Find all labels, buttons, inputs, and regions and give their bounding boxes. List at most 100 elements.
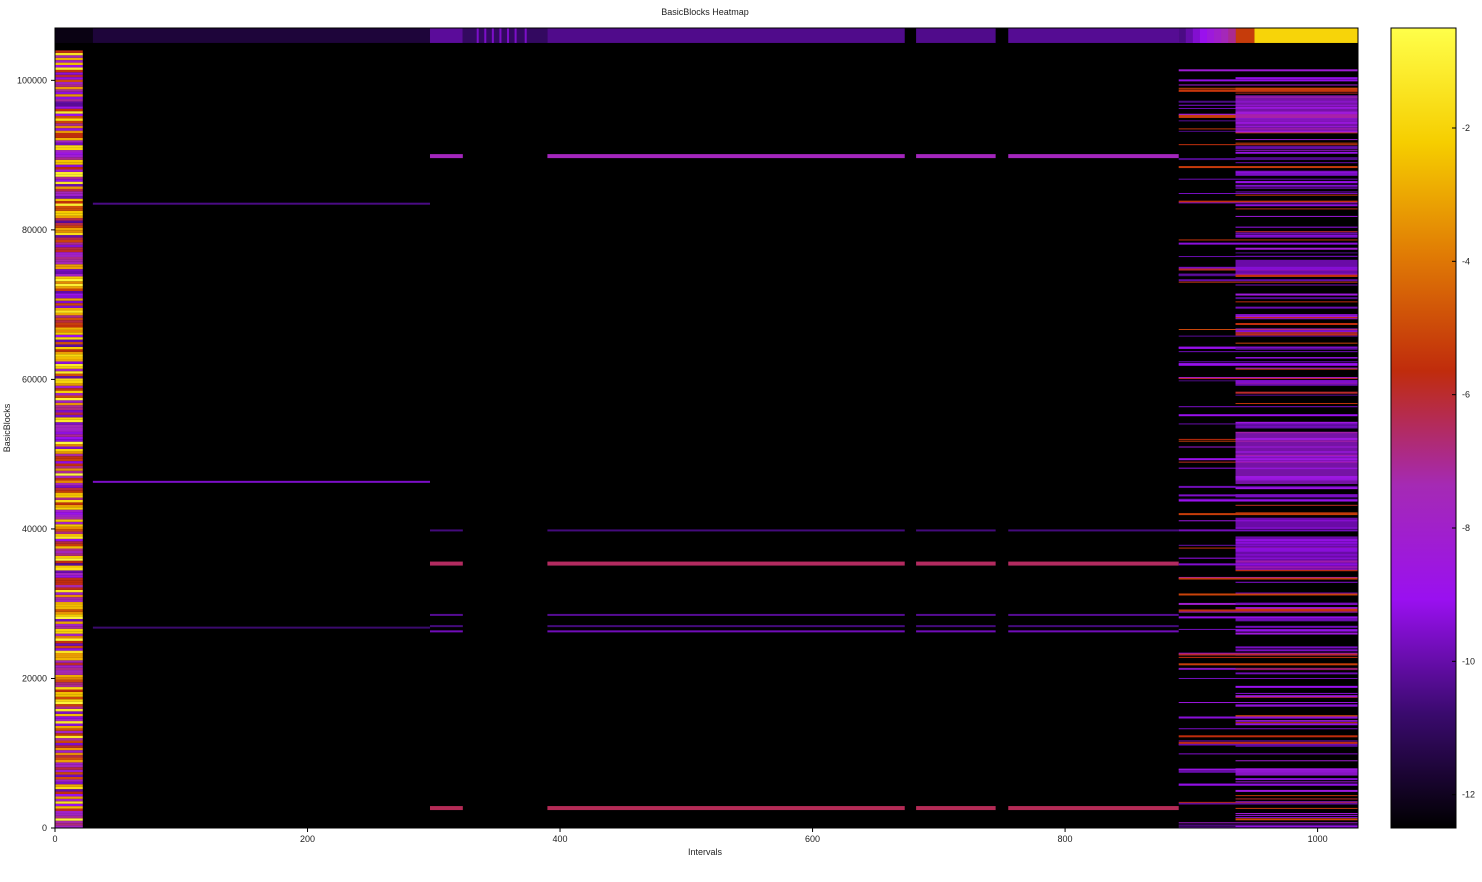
phase-strip-gradient-6	[1221, 28, 1229, 43]
dense-row	[1178, 494, 1358, 497]
dense-row	[1235, 619, 1358, 622]
dense-row	[1178, 414, 1358, 417]
band-5	[547, 561, 905, 566]
dense-row	[1178, 668, 1358, 670]
first-column-row	[55, 818, 83, 821]
first-column-row	[55, 762, 83, 765]
dense-row	[1235, 174, 1358, 176]
first-column-row	[55, 526, 83, 530]
first-column-row	[55, 125, 83, 129]
dense-row	[1178, 801, 1358, 803]
first-column-row	[55, 380, 83, 384]
sparse-tick-2	[491, 28, 494, 43]
first-column-row	[55, 385, 83, 389]
dense-row	[1178, 361, 1358, 363]
first-column-row	[55, 339, 83, 343]
first-column-row	[55, 735, 83, 739]
first-column-row	[55, 351, 83, 355]
first-column-row	[55, 188, 83, 192]
first-column-row	[55, 181, 83, 185]
first-column-row	[55, 638, 83, 641]
first-column-row	[55, 395, 83, 398]
dense-row	[1178, 577, 1358, 580]
first-column-row	[55, 791, 83, 794]
first-column-row	[55, 359, 83, 362]
first-column-row	[55, 640, 83, 644]
first-column-row	[55, 801, 83, 804]
band-7	[429, 625, 463, 628]
chart-title: BasicBlocks Heatmap	[661, 7, 749, 17]
first-column-row	[55, 536, 83, 539]
dense-row	[1235, 486, 1358, 488]
dense-row	[1235, 618, 1358, 620]
first-column-row	[55, 655, 83, 658]
dense-row	[1235, 274, 1358, 277]
first-column-row	[55, 738, 83, 741]
dense-row	[1235, 778, 1358, 781]
phase-strip-cell-6	[1008, 28, 1179, 43]
dense-row	[1235, 208, 1358, 210]
first-column-row	[55, 305, 83, 308]
first-column-row	[55, 308, 83, 311]
first-column-row	[55, 184, 83, 187]
first-column-row	[55, 492, 83, 496]
first-column-row	[55, 587, 83, 590]
first-column-row	[55, 682, 83, 685]
first-column-row	[55, 278, 83, 282]
first-column-row	[55, 764, 83, 768]
first-column-row	[55, 558, 83, 561]
x-tick-label: 200	[300, 834, 315, 844]
dense-row	[1178, 279, 1358, 282]
first-column-row	[55, 704, 83, 707]
first-column-row	[55, 786, 83, 790]
first-column-row	[55, 441, 83, 445]
first-column-row	[55, 249, 83, 253]
first-column-row	[55, 645, 83, 649]
first-column-row	[55, 755, 83, 758]
dense-row	[1235, 184, 1358, 187]
first-column-row	[55, 205, 83, 209]
dense-row	[1235, 293, 1358, 296]
dense-row	[1235, 367, 1358, 370]
dense-row	[1235, 512, 1358, 514]
first-column-row	[55, 329, 83, 333]
first-column-row	[55, 303, 83, 306]
first-column-row	[55, 621, 83, 624]
dense-row	[1235, 692, 1358, 694]
dense-row	[1178, 728, 1358, 730]
dense-row	[1235, 328, 1358, 330]
x-axis-label: Intervals	[688, 847, 723, 857]
phase-strip-cell-2	[429, 28, 463, 43]
first-column-row	[55, 259, 83, 262]
first-column-row	[55, 137, 83, 141]
dense-row	[1178, 611, 1358, 613]
first-column-row	[55, 674, 83, 678]
first-column-row	[55, 810, 83, 814]
band-1	[92, 480, 430, 483]
first-column-row	[55, 256, 83, 260]
first-column-row	[55, 689, 83, 692]
sparse-tick-6	[524, 28, 527, 43]
first-column-row	[55, 512, 83, 515]
band-9	[547, 806, 905, 811]
dense-row	[1235, 795, 1358, 797]
dense-row	[1235, 798, 1358, 800]
dense-row	[1178, 423, 1358, 425]
first-column-row	[55, 62, 83, 66]
first-column-row	[55, 456, 83, 459]
first-column-row	[55, 446, 83, 449]
dense-row	[1178, 499, 1358, 502]
first-column-row	[55, 699, 83, 702]
first-column-row	[55, 650, 83, 654]
dense-row	[1235, 380, 1358, 383]
band-4	[1008, 529, 1179, 532]
dense-row	[1235, 315, 1358, 318]
first-column-row	[55, 716, 83, 719]
dense-row	[1178, 663, 1358, 666]
dense-row	[1178, 824, 1358, 826]
dense-row	[1178, 702, 1358, 704]
first-column-row	[55, 271, 83, 274]
first-column-row	[55, 514, 83, 517]
first-column-row	[55, 504, 83, 508]
